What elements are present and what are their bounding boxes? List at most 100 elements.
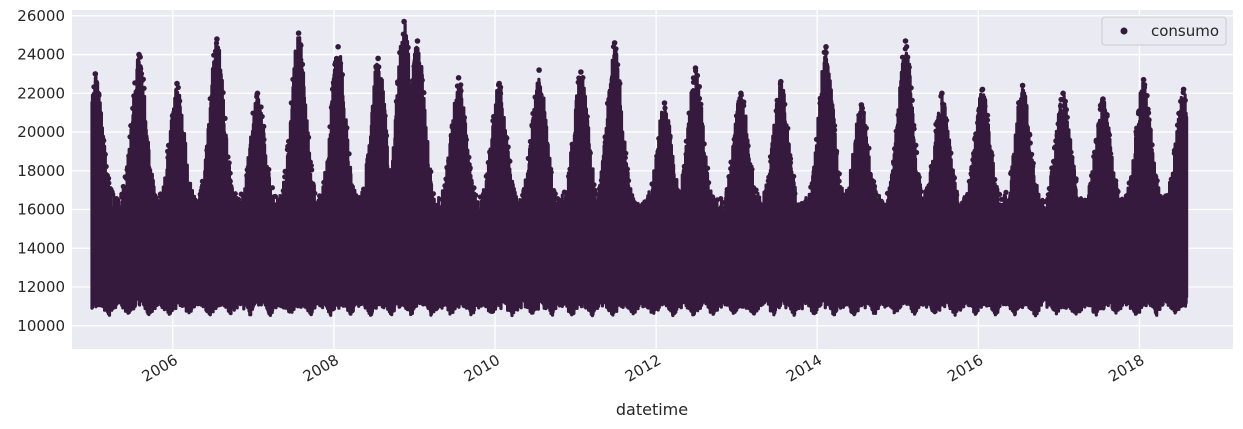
data-point	[787, 156, 794, 162]
data-point	[836, 171, 842, 177]
data-point	[728, 159, 734, 165]
data-point	[1091, 153, 1097, 160]
data-point	[344, 125, 350, 131]
data-point	[1098, 105, 1104, 111]
data-point	[1027, 132, 1033, 138]
data-point	[906, 64, 912, 70]
data-point	[972, 135, 978, 141]
data-point	[1016, 100, 1022, 106]
data-point	[232, 196, 238, 203]
peak-point	[455, 75, 462, 81]
data-point	[654, 153, 660, 159]
data-point	[288, 100, 294, 106]
data-point	[940, 101, 946, 107]
data-point	[339, 72, 345, 78]
data-point	[625, 178, 632, 184]
data-point	[662, 105, 668, 111]
data-point	[446, 158, 452, 164]
data-point	[1029, 151, 1035, 157]
data-point	[1144, 93, 1150, 99]
data-point	[112, 197, 118, 203]
data-point	[285, 143, 291, 149]
data-point	[576, 75, 582, 81]
x-tick-label: 2010	[461, 351, 503, 386]
data-point	[1064, 114, 1070, 120]
data-point	[238, 191, 244, 197]
data-point	[412, 52, 418, 58]
data-point	[226, 160, 232, 166]
data-point	[106, 180, 112, 186]
data-point	[690, 75, 697, 81]
data-point	[280, 188, 286, 194]
data-point	[1055, 121, 1061, 127]
data-point	[683, 151, 689, 157]
data-point	[985, 112, 991, 118]
data-point	[444, 164, 450, 171]
data-point	[728, 166, 734, 172]
data-point	[286, 138, 292, 144]
data-point	[458, 88, 464, 94]
data-point	[443, 176, 449, 182]
data-point	[622, 155, 628, 161]
data-point	[884, 190, 891, 196]
data-point	[773, 108, 779, 114]
data-point	[152, 193, 158, 199]
data-point	[466, 162, 472, 168]
data-point	[817, 100, 823, 106]
data-point	[329, 86, 336, 92]
peak-points	[92, 18, 1187, 108]
data-point	[532, 94, 538, 100]
data-point	[310, 181, 316, 187]
data-point	[361, 186, 367, 192]
data-point	[473, 192, 479, 198]
data-point	[915, 172, 921, 178]
data-point	[933, 128, 939, 134]
data-point	[471, 185, 477, 191]
data-point	[643, 203, 649, 209]
data-point	[439, 196, 445, 202]
data-point	[491, 113, 497, 120]
data-point	[604, 100, 611, 106]
data-point	[1122, 203, 1128, 209]
data-point	[856, 112, 862, 118]
data-point	[731, 136, 737, 142]
data-point	[1050, 158, 1057, 165]
data-point	[999, 196, 1005, 202]
data-point	[428, 169, 434, 175]
data-point	[127, 134, 133, 140]
data-point	[126, 153, 132, 159]
data-point	[556, 201, 562, 207]
data-point	[225, 154, 231, 160]
data-point	[909, 97, 915, 103]
data-point	[507, 158, 513, 164]
data-point	[567, 166, 573, 172]
peak-point	[1100, 96, 1106, 102]
data-point	[463, 137, 469, 143]
data-point	[681, 163, 687, 169]
legend-marker	[1120, 27, 1128, 35]
data-point	[312, 190, 318, 196]
y-tick-label: 12000	[17, 278, 65, 296]
data-point	[299, 61, 306, 67]
data-point	[913, 142, 919, 148]
data-point	[1023, 105, 1029, 112]
x-axis-label: datetime	[616, 400, 688, 419]
data-point	[892, 146, 898, 152]
peak-point	[1140, 76, 1147, 83]
peak-point	[692, 65, 699, 71]
data-point	[1092, 149, 1098, 155]
data-point	[138, 66, 144, 72]
data-point	[290, 76, 296, 82]
data-point	[968, 171, 974, 177]
peak-point	[335, 44, 341, 50]
data-point	[1171, 150, 1177, 156]
data-point	[1053, 138, 1059, 144]
data-point	[1168, 176, 1174, 182]
data-point	[1113, 178, 1119, 184]
data-point	[591, 182, 597, 188]
data-point	[468, 180, 474, 186]
data-point	[317, 193, 323, 199]
data-point	[103, 163, 109, 170]
data-point	[306, 134, 312, 140]
